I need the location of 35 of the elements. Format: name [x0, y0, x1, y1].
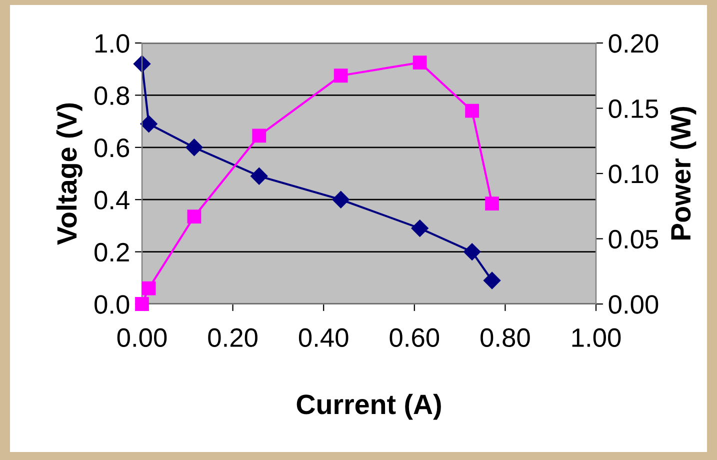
point — [412, 56, 427, 70]
point — [252, 128, 266, 143]
y2-tick-label: 0.10 — [608, 164, 658, 184]
point — [485, 196, 499, 210]
point — [464, 243, 481, 260]
y-axis-title: Voltage (V) — [56, 103, 82, 245]
y-tick-label: 0.6 — [94, 138, 130, 158]
point — [483, 272, 501, 290]
point — [187, 210, 202, 224]
x-tick-label: 1.00 — [572, 328, 621, 347]
y-tick-label: 1.0 — [96, 34, 130, 53]
y-tick-label: 0.4 — [94, 190, 130, 210]
y-tick-label: 0.0 — [94, 295, 130, 314]
x-tick-label: 0.80 — [480, 328, 530, 347]
x-tick-label: 0.20 — [208, 328, 258, 347]
y2-tick-label: 0.15 — [608, 99, 658, 118]
point — [465, 104, 480, 118]
x-axis-title: Current (A) — [296, 394, 441, 420]
point — [142, 281, 156, 296]
point — [186, 138, 203, 156]
point — [250, 168, 268, 185]
y2-axis-title: Power (W) — [670, 106, 696, 240]
point — [332, 191, 350, 208]
x-tick-label: 0.60 — [390, 328, 440, 347]
point — [140, 115, 158, 132]
y-tick-label: 0.2 — [94, 242, 129, 262]
x-tick-label: 0.40 — [298, 328, 348, 347]
y2-tick-label: 0.00 — [608, 295, 658, 314]
y2-tick-label: 0.05 — [608, 230, 658, 249]
point — [411, 220, 428, 237]
point — [334, 68, 348, 83]
y2-tick-label: 0.20 — [608, 34, 658, 53]
point — [135, 297, 149, 311]
x-tick-label: 0.00 — [117, 328, 167, 347]
y-tick-label: 0.8 — [94, 86, 130, 106]
